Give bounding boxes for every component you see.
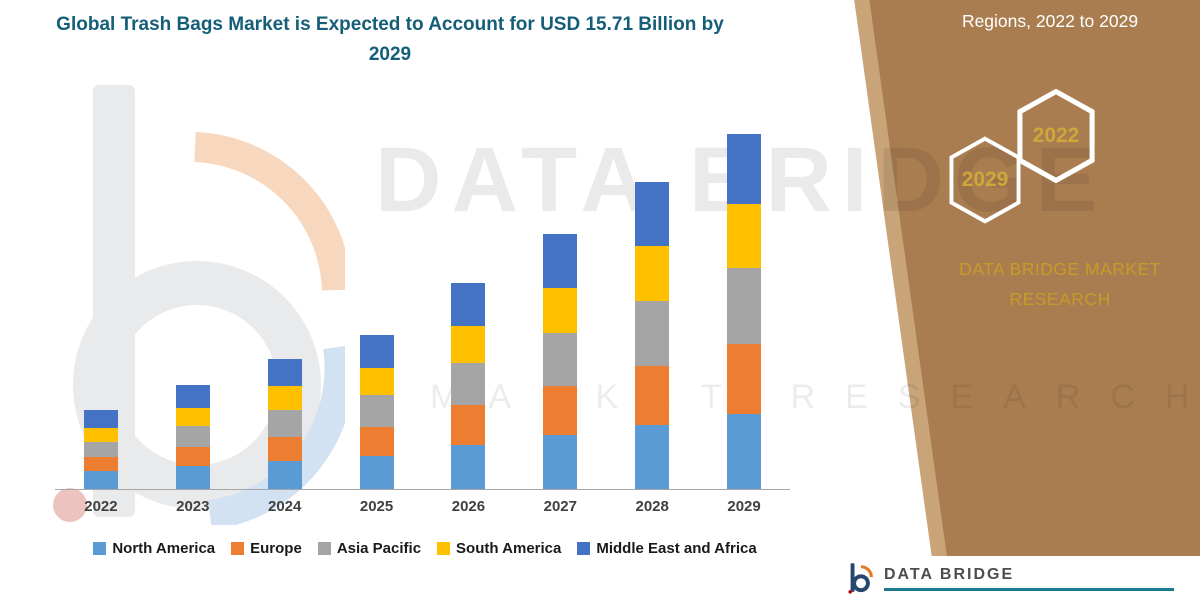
stacked-bar [267, 359, 302, 489]
plot-area [55, 105, 790, 490]
databridge-logo-icon [848, 563, 873, 594]
segment-asia-pacific [359, 395, 394, 427]
legend-item-asia-pacific: Asia Pacific [317, 540, 422, 557]
x-axis-label-2027: 2027 [543, 498, 577, 515]
segment-north-america [359, 456, 394, 489]
segment-europe [359, 426, 394, 457]
hexagon-year-label: 2022 [1032, 124, 1080, 147]
segment-middle-east-and-africa [727, 133, 762, 205]
legend-swatch [231, 542, 245, 555]
footer-accent-rule [884, 587, 1174, 591]
segment-north-america [635, 424, 670, 489]
x-axis-label-2024: 2024 [268, 498, 302, 515]
segment-asia-pacific [83, 441, 118, 458]
segment-asia-pacific [267, 410, 302, 438]
legend-label: Europe [250, 540, 302, 557]
stacked-bar [635, 181, 670, 489]
segment-middle-east-and-africa [267, 359, 302, 387]
bar-2023 [147, 105, 239, 489]
segment-south-america [451, 326, 486, 363]
hexagon-year-label: 2029 [961, 168, 1009, 191]
segment-middle-east-and-africa [175, 385, 210, 408]
segment-north-america [83, 470, 118, 489]
segment-south-america [727, 204, 762, 268]
hexagon-2022: 2022 [1014, 89, 1098, 183]
legend-item-north-america: North America [93, 540, 215, 557]
stacked-bar [175, 385, 210, 489]
hexagon-2029: 2029 [946, 136, 1024, 224]
x-axis: 2022 2023 2024 2025 2026 2027 2028 2029 [55, 498, 790, 515]
segment-europe [267, 437, 302, 461]
brand-text: DATA BRIDGE MARKET RESEARCH [959, 259, 1161, 309]
legend-item-middle-east-and-africa: Middle East and Africa [577, 540, 757, 557]
panel-heading: Regions, 2022 to 2029 [961, 11, 1139, 31]
bar-2029 [698, 105, 790, 489]
x-axis-label-2029: 2029 [727, 498, 761, 515]
segment-middle-east-and-africa [359, 335, 394, 369]
segment-south-america [359, 368, 394, 396]
x-axis-label-2028: 2028 [635, 498, 669, 515]
segment-asia-pacific [727, 267, 762, 345]
segment-south-america [175, 407, 210, 426]
footer-logo-strip: DATA BRIDGE [836, 556, 1200, 600]
segment-north-america [543, 434, 578, 489]
x-axis-label-2025: 2025 [359, 498, 394, 515]
bar-2024 [239, 105, 331, 489]
stacked-bar [543, 233, 578, 489]
bar-2027 [514, 105, 606, 489]
segment-asia-pacific [451, 362, 486, 406]
segment-europe [175, 447, 210, 467]
segment-south-america [543, 287, 578, 334]
legend-label: Asia Pacific [336, 540, 422, 557]
legend-label: North America [112, 540, 216, 557]
x-axis-label-2026: 2026 [451, 498, 486, 515]
segment-europe [727, 344, 762, 415]
legend-swatch [577, 542, 591, 555]
chart-legend: North America Europe Asia Pacific South Ame… [30, 540, 820, 557]
legend-item-south-america: South America [437, 540, 561, 557]
legend-label: Middle East and Africa [596, 540, 757, 557]
segment-europe [543, 386, 578, 435]
segment-south-america [267, 386, 302, 411]
legend-label: South America [456, 540, 562, 557]
x-axis-label-2022: 2022 [84, 498, 118, 515]
legend-swatch [317, 542, 331, 555]
segment-europe [635, 365, 670, 425]
segment-asia-pacific [175, 425, 210, 448]
footer-brand-text: DATA BRIDGE [884, 565, 1015, 583]
hexagon-outline-icon [1017, 89, 1095, 183]
segment-middle-east-and-africa [543, 233, 578, 288]
segment-north-america [175, 466, 210, 489]
bar-2026 [423, 105, 515, 489]
segment-middle-east-and-africa [451, 283, 486, 327]
segment-europe [451, 405, 486, 445]
segment-north-america [727, 414, 762, 489]
legend-swatch [437, 542, 451, 555]
bar-2022 [55, 105, 147, 489]
x-axis-label-2023: 2023 [176, 498, 210, 515]
segment-south-america [83, 427, 118, 442]
segment-middle-east-and-africa [635, 181, 670, 247]
legend-item-europe: Europe [231, 540, 302, 557]
segment-north-america [267, 460, 302, 489]
stacked-bar-chart: 2022 2023 2024 2025 2026 2027 2028 2029 [55, 105, 790, 515]
legend-swatch [93, 542, 107, 555]
stacked-bar [451, 283, 486, 489]
bar-2025 [331, 105, 423, 489]
segment-europe [83, 457, 118, 471]
page-title: Global Trash Bags Market is Expected to … [56, 14, 724, 66]
segment-middle-east-and-africa [83, 409, 118, 428]
stacked-bar [83, 409, 118, 489]
segment-south-america [635, 246, 670, 302]
stacked-bar [727, 133, 762, 489]
stacked-bar [359, 335, 394, 489]
segment-north-america [451, 444, 486, 489]
segment-asia-pacific [543, 333, 578, 387]
segment-asia-pacific [635, 301, 670, 366]
bar-2028 [606, 105, 698, 489]
